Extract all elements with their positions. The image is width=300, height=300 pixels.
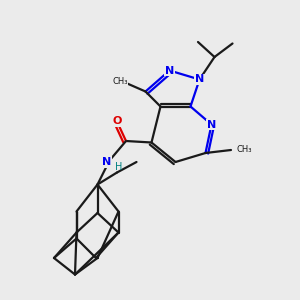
Text: CH₃: CH₃: [112, 76, 128, 85]
Text: N: N: [195, 74, 204, 85]
Text: N: N: [102, 157, 111, 167]
Text: O: O: [112, 116, 122, 127]
Text: N: N: [207, 119, 216, 130]
Text: CH₃: CH₃: [237, 146, 253, 154]
Text: N: N: [165, 65, 174, 76]
Text: H: H: [116, 162, 123, 172]
